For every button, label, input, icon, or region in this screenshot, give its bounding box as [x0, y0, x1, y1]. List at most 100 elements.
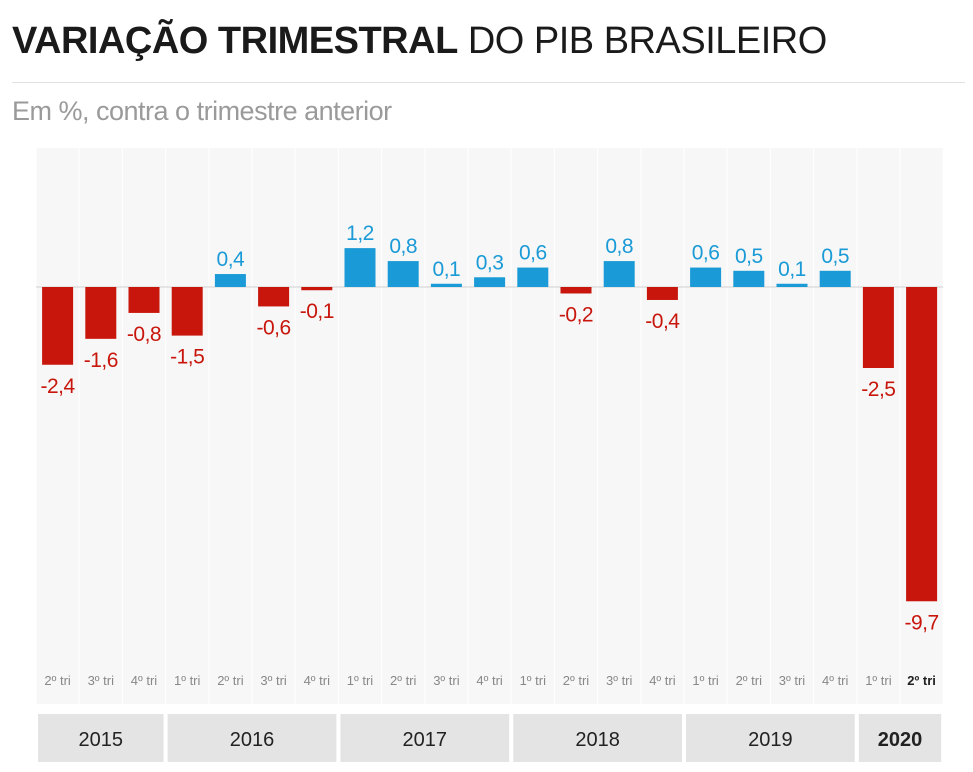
year-band — [167, 714, 337, 762]
x-tick-label: 2º tri — [907, 673, 936, 688]
x-tick-label: 1º tri — [692, 673, 719, 688]
bar — [430, 283, 462, 287]
column-background — [554, 148, 598, 704]
column-background — [295, 148, 338, 704]
bar-value-label: -0,4 — [645, 310, 680, 333]
x-tick-label: 1º tri — [520, 673, 547, 688]
x-tick-label: 3º tri — [88, 673, 115, 688]
year-band — [340, 714, 510, 762]
column-background — [468, 148, 511, 704]
bar-value-label: -1,6 — [84, 349, 118, 372]
year-band — [686, 714, 855, 762]
column-background — [79, 148, 122, 704]
x-tick-label: 3º tri — [779, 673, 806, 688]
bar-value-label: 0,1 — [433, 258, 461, 281]
bar-value-label: -1,5 — [170, 346, 204, 369]
x-tick-label: 2º tri — [217, 673, 244, 688]
bar-value-label: -0,2 — [559, 303, 593, 326]
bar — [171, 287, 203, 336]
year-label: 2019 — [748, 729, 793, 751]
bar-value-label: -0,8 — [127, 323, 161, 346]
year-label: 2017 — [403, 729, 448, 751]
column-background — [511, 148, 554, 704]
year-label: 2016 — [230, 729, 275, 751]
bar-value-label: -2,4 — [41, 375, 76, 398]
bar-value-label: 0,5 — [821, 245, 849, 268]
bar — [301, 287, 333, 291]
bar — [214, 274, 246, 287]
x-tick-label: 2º tri — [563, 673, 590, 688]
bar-value-label: -9,7 — [905, 611, 939, 634]
year-label: 2015 — [79, 729, 124, 751]
x-tick-label: 3º tri — [433, 673, 460, 688]
x-tick-label: 1º tri — [865, 673, 892, 688]
bar-value-label: -2,5 — [861, 378, 895, 401]
column-background — [209, 148, 252, 704]
year-band — [38, 714, 164, 762]
column-background — [598, 148, 641, 704]
bar — [42, 287, 74, 365]
bar-value-label: 0,8 — [605, 235, 633, 258]
column-background — [122, 148, 166, 704]
x-tick-label: 2º tri — [736, 673, 763, 688]
x-tick-label: 3º tri — [260, 673, 287, 688]
bar — [862, 287, 894, 368]
bar — [733, 270, 765, 287]
column-background — [338, 148, 382, 704]
column-background — [36, 148, 79, 704]
column-background — [166, 148, 209, 704]
bar-value-label: 0,5 — [735, 245, 763, 268]
chart-title: VARIAÇÃO TRIMESTRAL DO PIB BRASILEIRO — [12, 22, 827, 60]
x-tick-label: 2º tri — [44, 673, 71, 688]
bar — [344, 248, 376, 287]
column-background — [382, 148, 425, 704]
column-background — [252, 148, 295, 704]
bar — [517, 267, 549, 287]
x-tick-label: 4º tri — [304, 673, 331, 688]
x-tick-label: 2º tri — [390, 673, 417, 688]
year-band — [513, 714, 682, 762]
bar-value-label: -0,6 — [257, 316, 291, 339]
bar — [646, 287, 678, 300]
bar — [387, 261, 419, 287]
year-band — [858, 714, 942, 762]
bar — [128, 287, 160, 313]
bar-value-label: 0,4 — [217, 248, 246, 271]
chart-title-rest: DO PIB BRASILEIRO — [467, 20, 827, 62]
bar-value-label: 0,3 — [476, 251, 504, 274]
year-label: 2020 — [878, 729, 923, 751]
bar-value-label: 1,2 — [346, 222, 374, 245]
bar-value-label: 0,8 — [389, 235, 417, 258]
x-tick-label: 3º tri — [606, 673, 633, 688]
bar — [776, 283, 808, 287]
chart-title-bold: VARIAÇÃO TRIMESTRAL — [12, 20, 458, 62]
x-tick-label: 1º tri — [347, 673, 374, 688]
column-background — [684, 148, 727, 704]
bar — [819, 270, 851, 287]
x-tick-label: 4º tri — [822, 673, 849, 688]
column-background — [814, 148, 857, 704]
title-divider — [12, 82, 965, 83]
column-background — [425, 148, 468, 704]
x-tick-label: 4º tri — [131, 673, 158, 688]
bar — [603, 261, 635, 287]
column-background — [857, 148, 900, 704]
bar — [85, 287, 117, 339]
bar-value-label: 0,6 — [519, 242, 547, 265]
bar-value-label: 0,6 — [692, 242, 720, 265]
x-tick-label: 1º tri — [174, 673, 201, 688]
column-background — [727, 148, 770, 704]
bar — [560, 287, 592, 294]
bar-value-label: 0,1 — [778, 258, 806, 281]
bar-value-label: -0,1 — [300, 300, 334, 323]
year-label: 2018 — [575, 729, 620, 751]
column-background — [770, 148, 814, 704]
column-background — [641, 148, 684, 704]
x-tick-label: 4º tri — [476, 673, 503, 688]
x-tick-label: 4º tri — [649, 673, 676, 688]
bar — [906, 287, 938, 602]
chart-subtitle: Em %, contra o trimestre anterior — [12, 96, 392, 126]
bar — [258, 287, 290, 307]
bar — [474, 277, 506, 287]
